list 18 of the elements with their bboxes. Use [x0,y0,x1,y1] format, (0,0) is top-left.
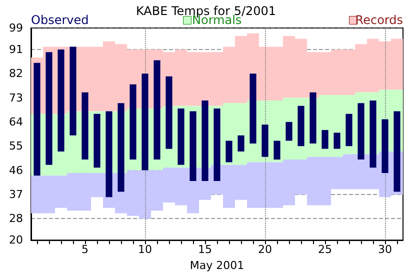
y-tick-label: 55 [9,140,23,153]
y-tick-label: 20 [9,234,23,247]
x-tick-label: 20 [258,243,272,256]
y-tick-label: 99 [9,22,23,34]
y-tick-label: 73 [9,91,23,104]
x-axis-title: May 2001 [190,259,244,272]
x-tick-label: 10 [138,243,152,256]
x-tick-label: 5 [82,243,88,256]
x-tick-label: 30 [378,243,392,256]
y-tick-label: 37 [9,188,23,201]
x-tick-label: 25 [318,243,332,256]
y-tick-label: 82 [9,67,23,80]
y-tick-label: 64 [9,115,23,128]
series-label: Observed [31,13,89,27]
y-tick-label: 91 [9,42,23,56]
y-tick-label: 28 [9,212,23,226]
x-tick-label: 15 [198,243,212,256]
y-tick-label: 46 [9,164,23,177]
